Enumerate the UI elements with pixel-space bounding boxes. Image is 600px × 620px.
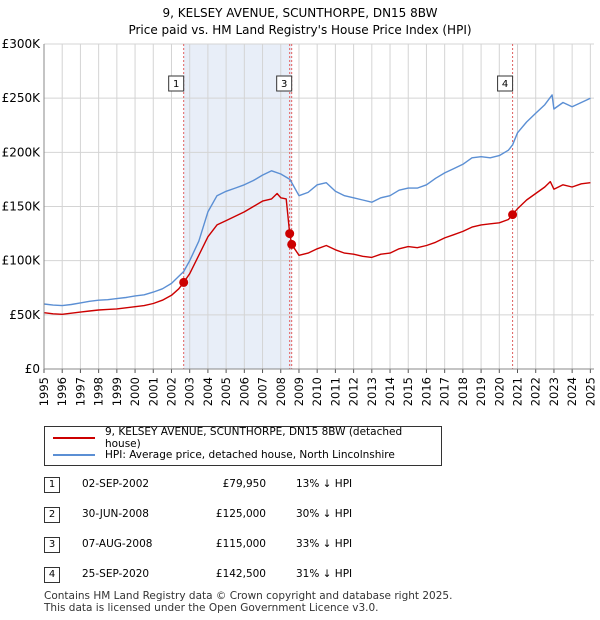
legend: 9, KELSEY AVENUE, SCUNTHORPE, DN15 8BW (…	[44, 426, 442, 466]
footer-licence: This data is licensed under the Open Gov…	[44, 602, 379, 614]
sale-3-point	[287, 239, 297, 249]
y-tick-label: £0	[25, 362, 40, 376]
y-tick-label: £200K	[2, 145, 42, 159]
x-tick-label: 2022	[529, 377, 543, 406]
sale-3-label-box	[276, 75, 293, 92]
x-tick-label: 1997	[73, 377, 87, 406]
legend-label-property: 9, KELSEY AVENUE, SCUNTHORPE, DN15 8BW (…	[104, 426, 403, 450]
hpi-line	[43, 94, 591, 307]
footer-copyright: Contains HM Land Registry data © Crown c…	[44, 590, 453, 602]
sale-date: 07-AUG-2008	[82, 538, 153, 550]
sale-1-label-box	[168, 75, 185, 92]
sale-number: 3	[44, 537, 60, 553]
sale-4-point	[508, 210, 518, 220]
legend-item-property: 9, KELSEY AVENUE, SCUNTHORPE, DN15 8BW (…	[53, 426, 441, 450]
x-tick-label: 2001	[146, 377, 160, 406]
sale-1-point	[179, 277, 189, 287]
x-tick-label: 2003	[183, 377, 197, 406]
sale-price: £115,000	[215, 538, 266, 550]
x-tick-label: 2008	[274, 377, 288, 406]
x-tick-label: 2016	[419, 377, 433, 406]
x-tick-label: 2017	[438, 377, 452, 406]
sale-price: £79,950	[222, 478, 266, 490]
y-tick-label: £50K	[9, 308, 41, 322]
x-tick-label: 2019	[474, 377, 488, 406]
property-price-line	[43, 180, 591, 315]
x-tick-label: 2018	[456, 377, 470, 406]
sale-price: £125,000	[215, 508, 266, 520]
x-tick-label: 2014	[383, 377, 397, 406]
sale-1-label: 1	[173, 79, 179, 90]
x-tick-label: 2005	[219, 377, 233, 406]
legend-label-hpi: HPI: Average price, detached house, Nort…	[105, 449, 395, 461]
x-tick-label: 2009	[292, 377, 306, 406]
x-tick-label: 1995	[37, 377, 51, 406]
x-tick-label: 2023	[547, 377, 561, 406]
sale-number: 4	[44, 567, 60, 583]
x-tick-label: 2010	[310, 377, 324, 406]
x-tick-label: 2002	[164, 377, 178, 406]
x-tick-label: 2024	[565, 377, 579, 406]
sale-hpi-diff: 33% ↓ HPI	[296, 538, 353, 550]
x-tick-label: 2025	[583, 377, 597, 406]
x-tick-label: 2007	[256, 377, 270, 406]
x-tick-label: 2020	[492, 377, 506, 406]
x-tick-label: 2013	[365, 377, 379, 406]
chart-title: 9, KELSEY AVENUE, SCUNTHORPE, DN15 8BW	[162, 6, 438, 20]
y-tick-label: £250K	[2, 91, 42, 105]
sale-hpi-diff: 13% ↓ HPI	[296, 478, 353, 490]
legend-item-hpi: HPI: Average price, detached house, Nort…	[53, 447, 395, 463]
sale-number: 1	[44, 477, 60, 493]
sale-price: £142,500	[215, 568, 266, 580]
sale-date: 30-JUN-2008	[82, 508, 149, 520]
sale-4-label-box	[497, 75, 514, 92]
chart-subtitle: Price paid vs. HM Land Registry's House …	[128, 23, 472, 37]
x-tick-label: 2021	[511, 377, 525, 406]
sale-number: 2	[44, 507, 60, 523]
x-tick-label: 2004	[201, 377, 215, 406]
x-tick-label: 2015	[401, 377, 415, 406]
x-tick-label: 1998	[92, 377, 106, 406]
x-tick-label: 2000	[128, 377, 142, 406]
x-tick-label: 2011	[328, 377, 342, 406]
y-tick-label: £150K	[2, 200, 42, 214]
sale-hpi-diff: 30% ↓ HPI	[296, 508, 353, 520]
x-tick-label: 2012	[347, 377, 361, 406]
sale-date: 02-SEP-2002	[82, 478, 150, 490]
y-tick-label: £100K	[2, 254, 42, 268]
x-tick-label: 1996	[55, 377, 69, 406]
sale-4-label: 4	[502, 79, 508, 90]
sale-date: 25-SEP-2020	[82, 568, 150, 580]
x-tick-label: 1999	[110, 377, 124, 406]
price-chart: £0 £50K £100K £150K £200K £250K £300K 1995 1996 1…	[2, 37, 598, 406]
sale-2-point	[285, 229, 295, 239]
sale-3-label: 3	[281, 79, 287, 90]
x-tick-label: 2006	[237, 377, 251, 406]
legend-swatch-hpi	[53, 454, 95, 456]
sale-hpi-diff: 31% ↓ HPI	[296, 568, 353, 580]
legend-swatch-property	[53, 437, 95, 439]
y-tick-label: £300K	[2, 37, 42, 51]
